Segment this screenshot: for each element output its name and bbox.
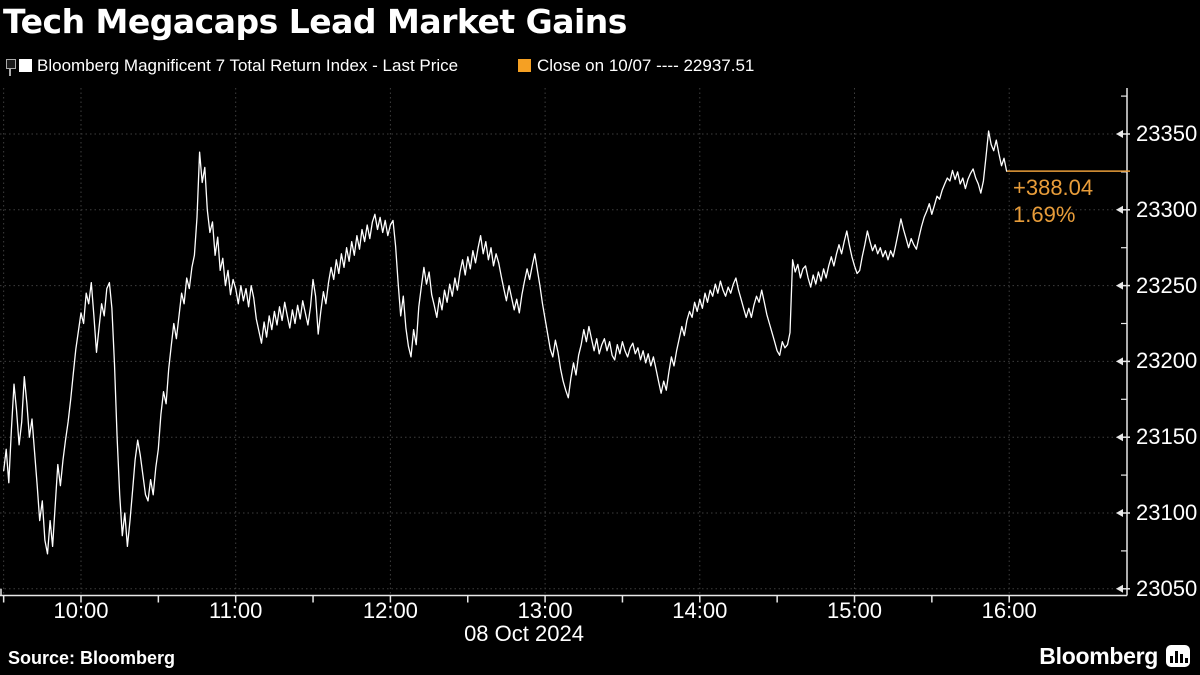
y-axis-tick-arrow [1116, 281, 1123, 290]
price-series-line [3, 130, 1008, 555]
y-axis-tick-arrow [1116, 357, 1123, 366]
bloomberg-barchart-icon [1166, 645, 1190, 667]
x-tick-label: 14:00 [672, 598, 728, 623]
y-tick-label: 23200 [1136, 348, 1198, 374]
annotation-change: +388.04 [1013, 175, 1094, 200]
annotation-percent: 1.69% [1013, 202, 1076, 227]
x-tick-label: 11:00 [208, 598, 263, 623]
x-tick-label: 13:00 [517, 598, 573, 623]
brand-logo: Bloomberg [1039, 642, 1190, 670]
y-axis-tick-arrow [1116, 205, 1123, 214]
y-tick-label: 23150 [1136, 424, 1198, 450]
legend-series2-label: Close on 10/07 ---- 22937.51 [537, 56, 755, 75]
page-title: Tech Megacaps Lead Market Gains [3, 2, 627, 41]
series2-swatch-icon [518, 59, 531, 72]
y-tick-label: 23350 [1136, 121, 1198, 146]
chart-legend: Bloomberg Magnificent 7 Total Return Ind… [0, 56, 1200, 80]
brand-wordmark: Bloomberg [1039, 642, 1158, 669]
y-tick-label: 23300 [1136, 196, 1198, 222]
x-tick-label: 10:00 [53, 598, 109, 623]
series1-swatch-icon [19, 59, 32, 72]
legend-series1-label: Bloomberg Magnificent 7 Total Return Ind… [37, 56, 459, 75]
tracker-pin-icon [6, 59, 16, 76]
y-axis-tick-arrow [1116, 584, 1123, 593]
x-axis-date-label: 08 Oct 2024 [464, 621, 584, 646]
x-tick-label: 15:00 [826, 598, 883, 623]
y-axis-tick-arrow [1116, 509, 1123, 517]
y-axis-tick-arrow [1116, 130, 1123, 138]
last-price-annotation: +388.04 1.69% [1013, 174, 1093, 228]
source-credit: Source: Bloomberg [8, 648, 176, 668]
x-tick-label: 16:00 [981, 598, 1037, 623]
y-tick-label: 23050 [1136, 575, 1198, 601]
y-tick-label: 23250 [1136, 272, 1198, 298]
y-axis-tick-arrow [1116, 433, 1123, 442]
y-tick-label: 23100 [1136, 500, 1198, 525]
x-tick-label: 12:00 [362, 598, 418, 623]
